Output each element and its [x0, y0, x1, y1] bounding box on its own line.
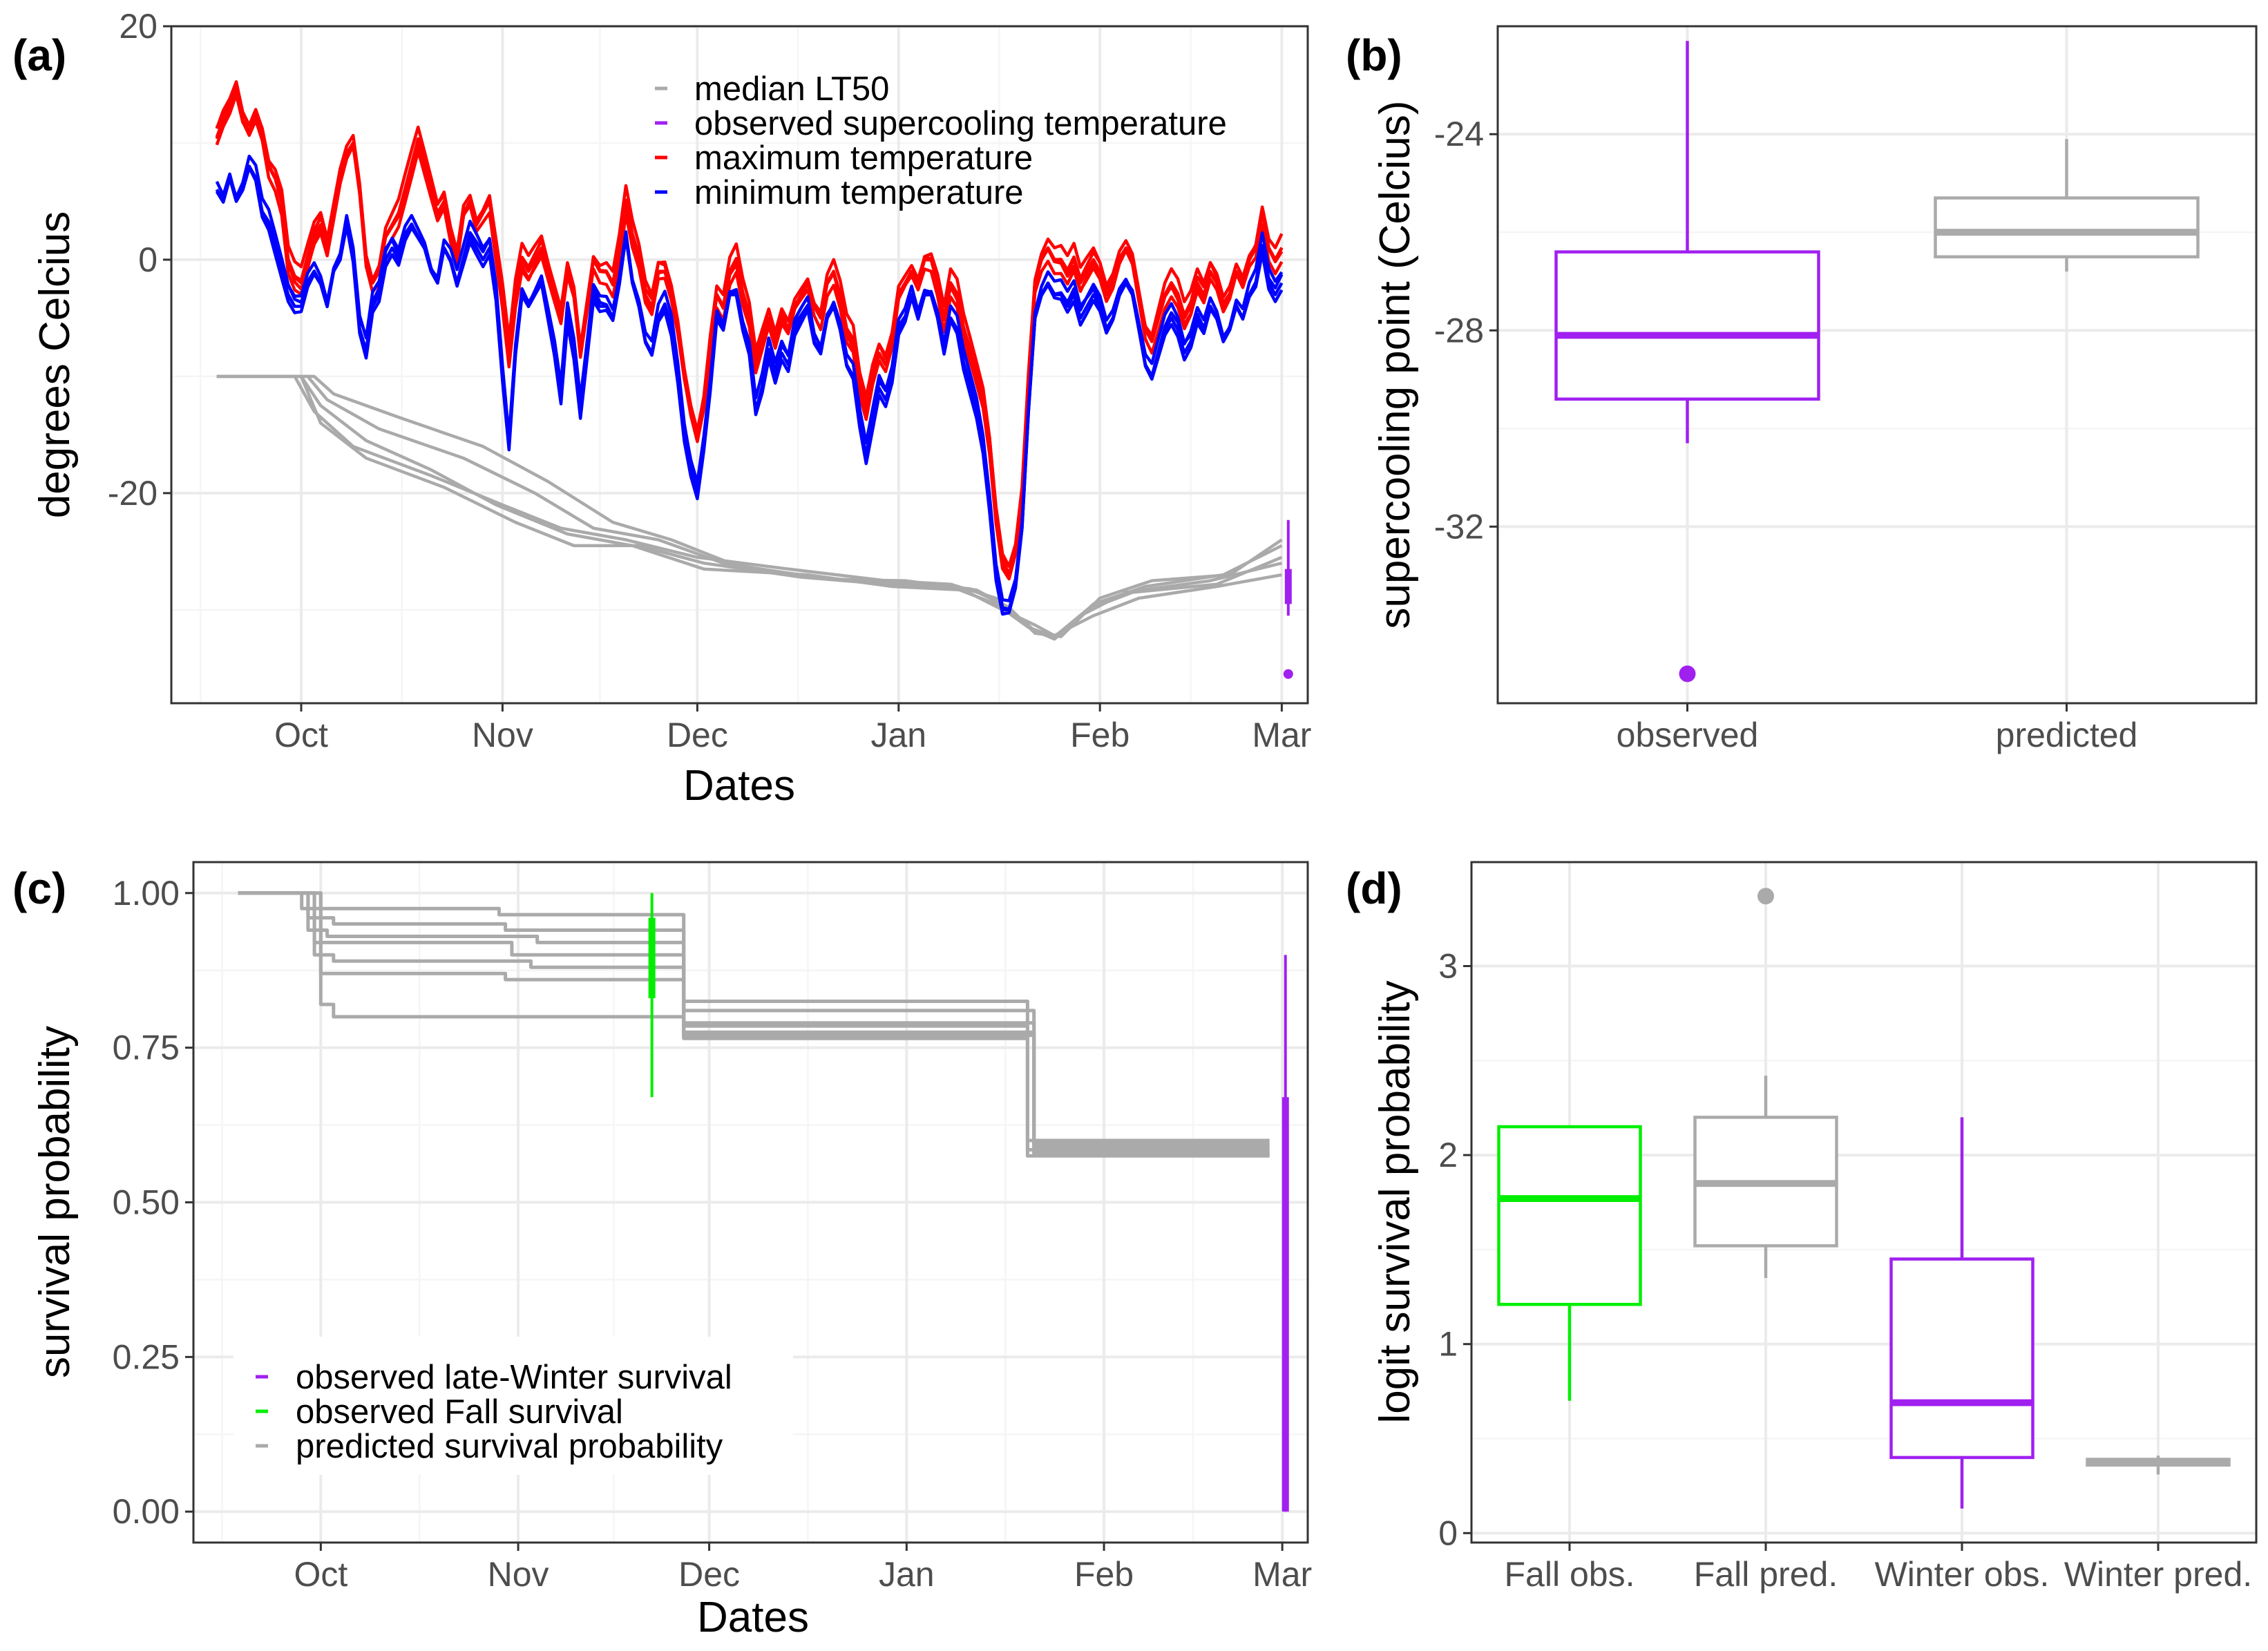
x-tick-label: Nov — [472, 716, 533, 754]
panel-a-xlabel: Dates — [683, 762, 795, 810]
predicted-survival-lines — [238, 891, 1270, 1158]
panel-b-boxes — [1554, 41, 2200, 683]
panel-d-border — [1470, 861, 2258, 1544]
box-outlier — [1679, 665, 1696, 683]
y-tick-label: 0.50 — [113, 1183, 180, 1222]
x-tick-label: Mar — [1252, 1555, 1312, 1594]
legend-label-supercool: observed supercooling temperature — [694, 105, 1227, 142]
panel-d-boxes — [1497, 888, 2231, 1509]
box-iqr — [1554, 250, 1820, 401]
panel-c-grid — [193, 862, 1308, 1543]
box-iqr — [1934, 196, 2200, 259]
x-tick-label: predicted — [1996, 716, 2138, 754]
panel-b-ylabel: supercooling point (Celcius) — [1371, 100, 1419, 629]
x-tick-label: Dec — [667, 716, 728, 754]
y-tick-label: 3 — [1438, 946, 1458, 985]
x-tick-label: Nov — [488, 1555, 549, 1594]
lt50-lines — [216, 374, 1283, 641]
legend-label-tmax: maximum temperature — [694, 140, 1033, 177]
supercooling-box — [1284, 569, 1292, 604]
panel-b: (b) -24 -28 -32 observed predicted supercool… — [1346, 25, 2258, 754]
max-temperature-line-4 — [215, 89, 1284, 578]
x-tick-label: Fall obs. — [1505, 1555, 1635, 1594]
panel-c-ticks: 1.00 0.75 0.50 0.25 0.00 Oct Nov Dec Jan Feb Mar — [113, 874, 1313, 1594]
panel-a-legend: median LT50 observed supercooling temper… — [655, 70, 1227, 211]
min-temperature-line-3 — [215, 154, 1284, 611]
supercooling-outlier — [1283, 669, 1293, 679]
y-tick-label: 1.00 — [113, 874, 180, 913]
panel-c: (c) 1.00 0.75 0.50 0.25 0.00 Oct Nov Dec Jan Feb M… — [12, 861, 1313, 1641]
min-temperature-lines — [215, 154, 1284, 616]
panel-d: (d) 3 2 1 0 Fall obs. Fall pred. Winter obs. Wi… — [1346, 861, 2258, 1594]
max-temperature-lines — [215, 80, 1284, 581]
panel-a-border — [170, 25, 1309, 705]
legend-label-lt50: median LT50 — [694, 70, 889, 108]
lt50-line-4 — [216, 374, 1282, 638]
y-tick-label: -32 — [1434, 507, 1484, 546]
panel-a-label: (a) — [12, 30, 66, 80]
x-tick-label: Feb — [1074, 1555, 1134, 1594]
fall-survival-box — [648, 917, 656, 998]
panel-a: (a) 20 0 -20 Oct Nov Dec Jan Feb Mar median LT50… — [12, 7, 1311, 810]
supercooling-marker — [1283, 519, 1293, 679]
panel-d-ticks: 3 2 1 0 Fall obs. Fall pred. Winter obs. Winter… — [1438, 946, 2252, 1594]
panel-c-legend-background — [234, 1337, 793, 1475]
legend-label-tmin: minimum temperature — [694, 174, 1024, 211]
predicted-survival-line-6 — [238, 891, 1270, 1158]
panel-d-label: (d) — [1346, 863, 1402, 913]
y-tick-label: -28 — [1434, 311, 1484, 350]
y-tick-label: 0 — [1438, 1514, 1458, 1552]
box-iqr — [1889, 1257, 2034, 1460]
x-tick-label: Feb — [1070, 716, 1130, 754]
winter-survival-box — [1281, 1097, 1289, 1512]
panel-c-xlabel: Dates — [697, 1594, 809, 1641]
x-tick-label: Jan — [879, 1555, 935, 1594]
y-tick-label: 1 — [1438, 1325, 1458, 1364]
x-tick-label: Jan — [870, 716, 926, 754]
y-tick-label: 0.00 — [113, 1492, 180, 1531]
legend-label-predicted: predicted survival probability — [296, 1428, 723, 1465]
panel-a-ticks: 20 0 -20 Oct Nov Dec Jan Feb Mar — [108, 7, 1312, 754]
box-iqr — [1497, 1125, 1642, 1306]
y-tick-label: 0.25 — [113, 1337, 180, 1376]
y-tick-label: -20 — [108, 474, 158, 513]
panel-c-legend: observed late-Winter survival observed F… — [234, 1337, 793, 1475]
x-tick-label: Oct — [274, 716, 328, 754]
x-tick-label: Mar — [1252, 716, 1311, 754]
max-temperature-line-3 — [215, 87, 1284, 575]
panel-d-ylabel: logit survival probability — [1371, 981, 1419, 1424]
x-tick-label: Winter obs. — [1875, 1555, 2050, 1594]
y-tick-label: 2 — [1438, 1136, 1458, 1174]
y-tick-label: 0.75 — [113, 1029, 180, 1067]
y-tick-label: -24 — [1434, 115, 1484, 153]
x-tick-label: Oct — [294, 1555, 347, 1594]
panel-b-label: (b) — [1346, 30, 1402, 80]
legend-label-fall: observed Fall survival — [296, 1393, 623, 1431]
legend-label-winter: observed late-Winter survival — [296, 1359, 732, 1396]
y-tick-label: 20 — [119, 7, 158, 46]
x-tick-label: Winter pred. — [2064, 1555, 2252, 1594]
panel-c-ylabel: survival probability — [31, 1026, 79, 1378]
x-tick-label: Fall pred. — [1694, 1555, 1838, 1594]
panel-b-border — [1496, 25, 2258, 705]
box-outlier — [1757, 888, 1774, 905]
observed-survival-markers — [648, 893, 1289, 1512]
panel-b-ticks: -24 -28 -32 observed predicted — [1434, 115, 2138, 754]
x-tick-label: observed — [1617, 716, 1759, 754]
panel-a-ylabel: degrees Celcius — [31, 211, 79, 519]
panel-c-label: (c) — [12, 863, 66, 913]
y-tick-label: 0 — [138, 240, 158, 279]
x-tick-label: Dec — [678, 1555, 740, 1594]
